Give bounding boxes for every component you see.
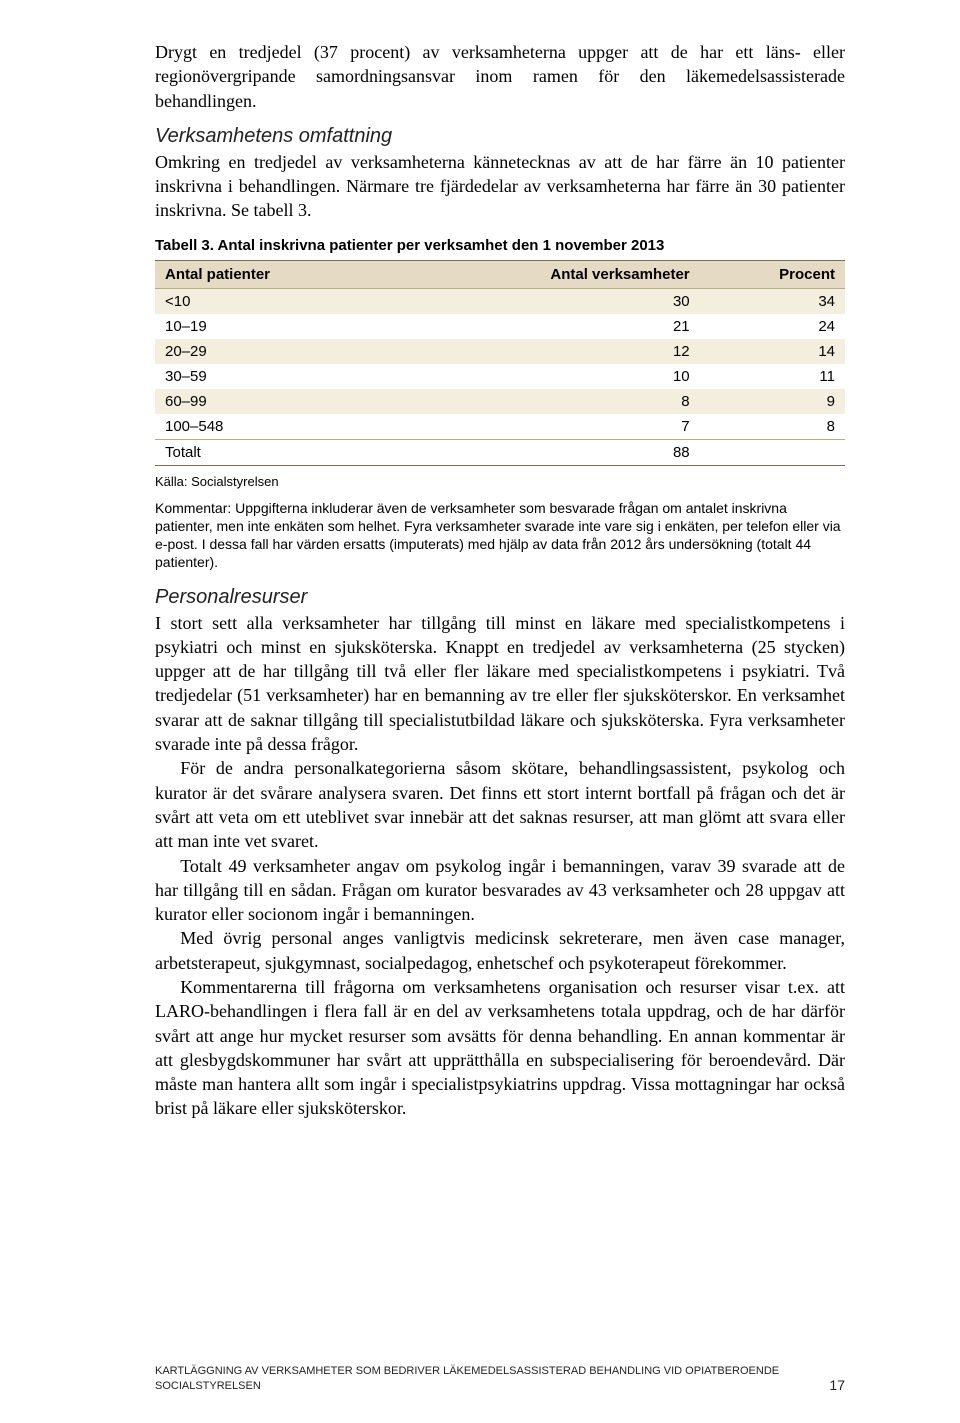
cell: 8: [395, 389, 700, 414]
section2-p5: Kommentarerna till frågorna om verksamhe…: [155, 975, 845, 1121]
col-header-verks: Antal verksamheter: [395, 260, 700, 288]
footer-line1: KARTLÄGGNING AV VERKSAMHETER SOM BEDRIVE…: [155, 1365, 779, 1377]
intro-paragraph: Drygt en tredjedel (37 procent) av verks…: [155, 40, 845, 113]
table-header-row: Antal patienter Antal verksamheter Proce…: [155, 260, 845, 288]
table-body: <10 30 34 10–19 21 24 20–29 12 14 30–59 …: [155, 288, 845, 465]
cell: 30–59: [155, 364, 395, 389]
cell: 7: [395, 414, 700, 440]
page-footer: KARTLÄGGNING AV VERKSAMHETER SOM BEDRIVE…: [155, 1364, 845, 1393]
cell: <10: [155, 288, 395, 314]
table-source: Källa: Socialstyrelsen: [155, 474, 845, 489]
table-row: 30–59 10 11: [155, 364, 845, 389]
section2-p2: För de andra personalkategorierna såsom …: [155, 756, 845, 853]
cell: 11: [700, 364, 845, 389]
cell: 34: [700, 288, 845, 314]
table-row: 60–99 8 9: [155, 389, 845, 414]
col-header-patients: Antal patienter: [155, 260, 395, 288]
table-comment: Kommentar: Uppgifterna inkluderar även d…: [155, 499, 845, 572]
cell: 21: [395, 314, 700, 339]
page-number: 17: [829, 1377, 845, 1393]
cell: 10: [395, 364, 700, 389]
section2-p3: Totalt 49 verksamheter angav om psykolog…: [155, 854, 845, 927]
page-container: Drygt en tredjedel (37 procent) av verks…: [0, 0, 960, 1423]
cell: 8: [700, 414, 845, 440]
cell: 9: [700, 389, 845, 414]
cell: 30: [395, 288, 700, 314]
footer-line2: SOCIALSTYRELSEN: [155, 1380, 261, 1392]
section2-p4: Med övrig personal anges vanligtvis medi…: [155, 926, 845, 975]
cell: 60–99: [155, 389, 395, 414]
cell: 14: [700, 339, 845, 364]
cell: 10–19: [155, 314, 395, 339]
section-heading-personal: Personalresurser: [155, 586, 845, 609]
footer-text: KARTLÄGGNING AV VERKSAMHETER SOM BEDRIVE…: [155, 1364, 779, 1393]
cell: 12: [395, 339, 700, 364]
section-heading-omfattning: Verksamhetens omfattning: [155, 125, 845, 148]
col-header-percent: Procent: [700, 260, 845, 288]
table-row: 20–29 12 14: [155, 339, 845, 364]
table-row: <10 30 34: [155, 288, 845, 314]
table-caption: Tabell 3. Antal inskrivna patienter per …: [155, 237, 845, 254]
cell: 24: [700, 314, 845, 339]
cell-total-blank: [700, 439, 845, 465]
cell-total-label: Totalt: [155, 439, 395, 465]
table-total-row: Totalt 88: [155, 439, 845, 465]
section2-p1: I stort sett alla verksamheter har tillg…: [155, 611, 845, 757]
cell: 100–548: [155, 414, 395, 440]
cell-total-value: 88: [395, 439, 700, 465]
table-row: 100–548 7 8: [155, 414, 845, 440]
cell: 20–29: [155, 339, 395, 364]
table-row: 10–19 21 24: [155, 314, 845, 339]
section1-paragraph: Omkring en tredjedel av verksamheterna k…: [155, 150, 845, 223]
patients-table: Antal patienter Antal verksamheter Proce…: [155, 260, 845, 466]
